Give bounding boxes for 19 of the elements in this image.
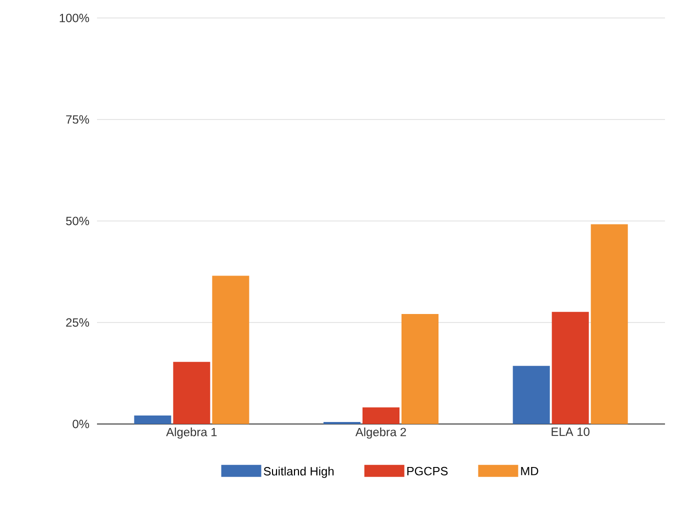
bar <box>212 276 250 424</box>
y-tick-label: 100% <box>60 14 90 22</box>
x-tick-label: Algebra 2 <box>355 428 406 439</box>
bar <box>512 366 550 424</box>
y-tick-label: 25% <box>66 318 90 327</box>
bar <box>173 362 210 424</box>
y-tick-label: 50% <box>66 216 90 226</box>
bar <box>402 314 439 424</box>
x-tick-label: Algebra 1 <box>166 428 217 439</box>
bar <box>362 407 400 424</box>
bar <box>134 415 172 424</box>
x-tick-label: ELA 10 <box>552 428 590 436</box>
y-tick-label: 75% <box>66 115 90 124</box>
bar <box>590 224 628 424</box>
bar <box>552 312 589 424</box>
legend-label: Suitland High <box>264 466 334 478</box>
legend-label: PGCPS <box>407 466 448 476</box>
legend-label: MD <box>521 466 538 476</box>
y-tick-label: 0% <box>72 420 90 428</box>
